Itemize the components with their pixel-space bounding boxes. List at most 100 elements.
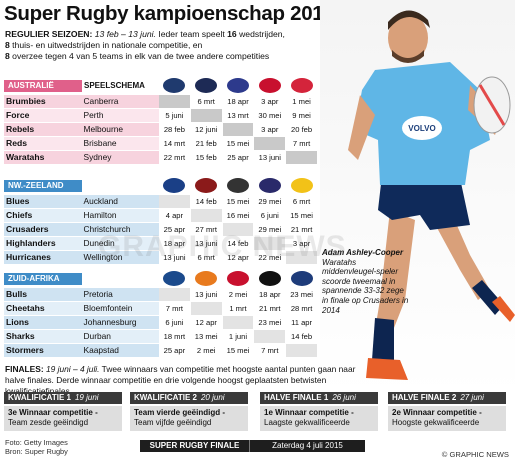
match-date-cell: 29 mei bbox=[258, 225, 282, 234]
team-logos bbox=[160, 175, 318, 195]
match-date-cell bbox=[286, 151, 317, 164]
watermark: GRAPHIC NEWS bbox=[98, 230, 347, 263]
match-date-cell: 14 mrt bbox=[163, 139, 186, 148]
match-date-cell: 15 mei bbox=[226, 139, 250, 148]
match-date-cell bbox=[222, 123, 254, 136]
table-row: Waratahs Sydney 22 mrt 15 feb 25 apr 13 juni bbox=[4, 151, 318, 164]
team-name: Chiefs bbox=[4, 209, 82, 222]
match-date-cell: 23 mei bbox=[258, 318, 282, 327]
match-date-cell: 5 juni bbox=[165, 111, 184, 120]
table-row: Stormers Kaapstad 25 apr 2 mei 15 mei 7 mrt bbox=[4, 344, 318, 357]
caption-name: Adam Ashley-Cooper bbox=[322, 248, 404, 257]
team-city: Johannesburg bbox=[81, 316, 159, 329]
team-name: Crusaders bbox=[4, 223, 82, 236]
match-date-cell: 14 feb bbox=[291, 332, 313, 341]
knockout-line1: 2e Winnaar competitie - bbox=[392, 408, 482, 417]
match-date-cell: 23 mei bbox=[290, 290, 313, 299]
table-row: Lions Johannesburg 6 juni 12 apr 23 mei 11 ap… bbox=[4, 316, 318, 329]
table-row: Reds Brisbane 14 mrt 21 feb 15 mei 7 mrt bbox=[4, 137, 318, 150]
team-name: Cheetahs bbox=[4, 302, 82, 315]
chiefs-logo-icon bbox=[192, 175, 220, 195]
match-date-cell: 7 mrt bbox=[261, 346, 279, 355]
table-row: Chiefs Hamilton 4 apr 16 mei 6 juni 15 mei bbox=[4, 209, 318, 222]
match-date-cell: 18 mrt bbox=[163, 332, 186, 341]
match-date-cell: 22 mei bbox=[258, 253, 282, 262]
match-date-cell: 11 apr bbox=[291, 318, 313, 327]
match-date-cell: 18 apr bbox=[227, 97, 249, 106]
knockout-title: KWALIFICATIE 2 20 juni bbox=[130, 392, 248, 404]
match-date-cell: 2 mei bbox=[228, 290, 248, 299]
team-name: Lions bbox=[4, 316, 82, 329]
team-city: Auckland bbox=[81, 195, 159, 208]
knockout-line1: 3e Winnaar competitie - bbox=[8, 408, 98, 417]
schedule-header: SPEELSCHEMA bbox=[84, 81, 145, 90]
rebels-logo-icon bbox=[224, 75, 252, 95]
team-city: Perth bbox=[81, 109, 159, 122]
team-city: Christchurch bbox=[81, 223, 159, 236]
team-city: Brisbane bbox=[81, 137, 159, 150]
team-name: Force bbox=[4, 109, 82, 122]
cheetahs-logo-icon bbox=[192, 268, 220, 288]
hurricanes-logo-icon bbox=[288, 175, 316, 195]
match-date-cell: 2 mei bbox=[196, 346, 216, 355]
match-date-cell: 18 apr bbox=[259, 290, 281, 299]
photo-caption: Adam Ashley-Cooper Waratahs middenvleuge… bbox=[322, 248, 412, 315]
match-date-cell bbox=[190, 209, 222, 222]
team-name: Bulls bbox=[4, 288, 82, 301]
match-date-cell: 16 mei bbox=[226, 211, 250, 220]
stormers-logo-icon bbox=[288, 268, 316, 288]
bulls-logo-icon bbox=[160, 268, 188, 288]
team-logos bbox=[160, 268, 318, 288]
schedule-table: Bulls Pretoria 13 juni 2 mei 18 apr 23 mei Che… bbox=[4, 288, 318, 358]
lions-logo-icon bbox=[224, 268, 252, 288]
match-date-cell: 15 mei bbox=[226, 197, 250, 206]
match-date-cell: 27 mrt bbox=[195, 225, 217, 234]
team-name: Sharks bbox=[4, 330, 82, 343]
match-date-cell: 30 mei bbox=[258, 111, 282, 120]
knockout-line1: 1e Winnaar competitie - bbox=[264, 408, 354, 417]
match-date-cell: 28 mrt bbox=[290, 304, 313, 313]
section-label: AUSTRALIË bbox=[4, 80, 82, 92]
match-date-cell: 1 mei bbox=[292, 97, 311, 106]
match-date-cell bbox=[159, 195, 190, 208]
match-date-cell bbox=[190, 302, 222, 315]
section-label: ZUID-AFRIKA bbox=[4, 273, 82, 285]
match-date-cell: 15 mei bbox=[226, 346, 250, 355]
match-date-cell: 13 juni bbox=[163, 253, 186, 262]
table-row: Highlanders Dunedin 18 apr 13 juni 14 feb 3 a… bbox=[4, 237, 318, 250]
match-date-cell: 13 mei bbox=[194, 332, 218, 341]
match-date-cell: 3 apr bbox=[292, 239, 311, 248]
section-label: NW.-ZEELAND bbox=[4, 180, 82, 192]
player-photo: VOLVO bbox=[320, 0, 515, 395]
knockout-title: HALVE FINALE 2 27 juni bbox=[388, 392, 506, 404]
match-date-cell bbox=[286, 251, 317, 264]
match-date-cell: 7 mrt bbox=[165, 304, 184, 313]
knockout-title: KWALIFICATIE 1 19 juni bbox=[4, 392, 122, 404]
match-date-cell: 25 apr bbox=[227, 153, 249, 162]
table-row: Bulls Pretoria 13 juni 2 mei 18 apr 23 mei bbox=[4, 288, 318, 301]
match-date-cell bbox=[254, 330, 286, 343]
table-row: Crusaders Christchurch 25 apr 27 mrt 29 mei 2… bbox=[4, 223, 318, 236]
table-row: Blues Auckland 14 feb 15 mei 29 mei 6 mrt bbox=[4, 195, 318, 208]
team-name: Waratahs bbox=[4, 151, 82, 164]
match-date-cell: 12 apr bbox=[195, 318, 217, 327]
match-date-cell bbox=[159, 288, 190, 301]
match-date-cell: 6 juni bbox=[165, 318, 184, 327]
team-name: Rebels bbox=[4, 123, 82, 136]
page-title: Super Rugby kampioenschap 2015 bbox=[4, 2, 335, 25]
match-date-cell: 7 mrt bbox=[292, 139, 311, 148]
match-date-cell: 21 mrt bbox=[259, 304, 281, 313]
knockout-line1: Team vierde geëindigd - bbox=[134, 408, 225, 417]
match-date-cell: 25 apr bbox=[163, 225, 186, 234]
team-city: Canberra bbox=[81, 95, 159, 108]
match-date-cell: 14 feb bbox=[227, 239, 249, 248]
caption-text: Waratahs middenvleugel-speler scoorde tw… bbox=[322, 257, 409, 315]
match-date-cell bbox=[222, 223, 254, 236]
match-date-cell: 3 apr bbox=[261, 97, 279, 106]
match-date-cell: 29 mei bbox=[258, 197, 282, 206]
knockout-line2: Hoogste gekwalificeerde bbox=[392, 418, 480, 427]
match-date-cell bbox=[222, 316, 254, 329]
blues-logo-icon bbox=[160, 175, 188, 195]
match-date-cell: 3 apr bbox=[261, 125, 279, 134]
match-date-cell bbox=[286, 344, 317, 357]
